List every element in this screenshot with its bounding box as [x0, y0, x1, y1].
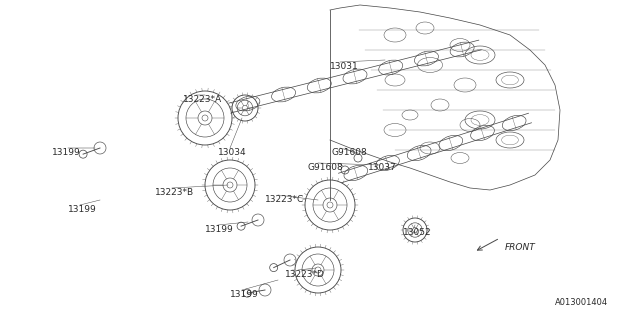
Text: 13031: 13031: [330, 62, 359, 71]
Text: 13037: 13037: [368, 163, 397, 172]
Text: 13223*B: 13223*B: [155, 188, 194, 197]
Text: 13199: 13199: [205, 225, 234, 234]
Text: 13052: 13052: [403, 228, 431, 237]
Text: A013001404: A013001404: [555, 298, 608, 307]
Text: 13223*C: 13223*C: [265, 195, 304, 204]
Text: 13223*D: 13223*D: [285, 270, 325, 279]
Text: 13223*A: 13223*A: [183, 95, 222, 104]
Text: 13199: 13199: [52, 148, 81, 157]
Text: 13199: 13199: [68, 205, 97, 214]
Text: G91608: G91608: [332, 148, 368, 157]
Text: FRONT: FRONT: [505, 243, 536, 252]
Text: 13034: 13034: [218, 148, 246, 157]
Text: 13199: 13199: [230, 290, 259, 299]
Text: G91608: G91608: [308, 163, 344, 172]
